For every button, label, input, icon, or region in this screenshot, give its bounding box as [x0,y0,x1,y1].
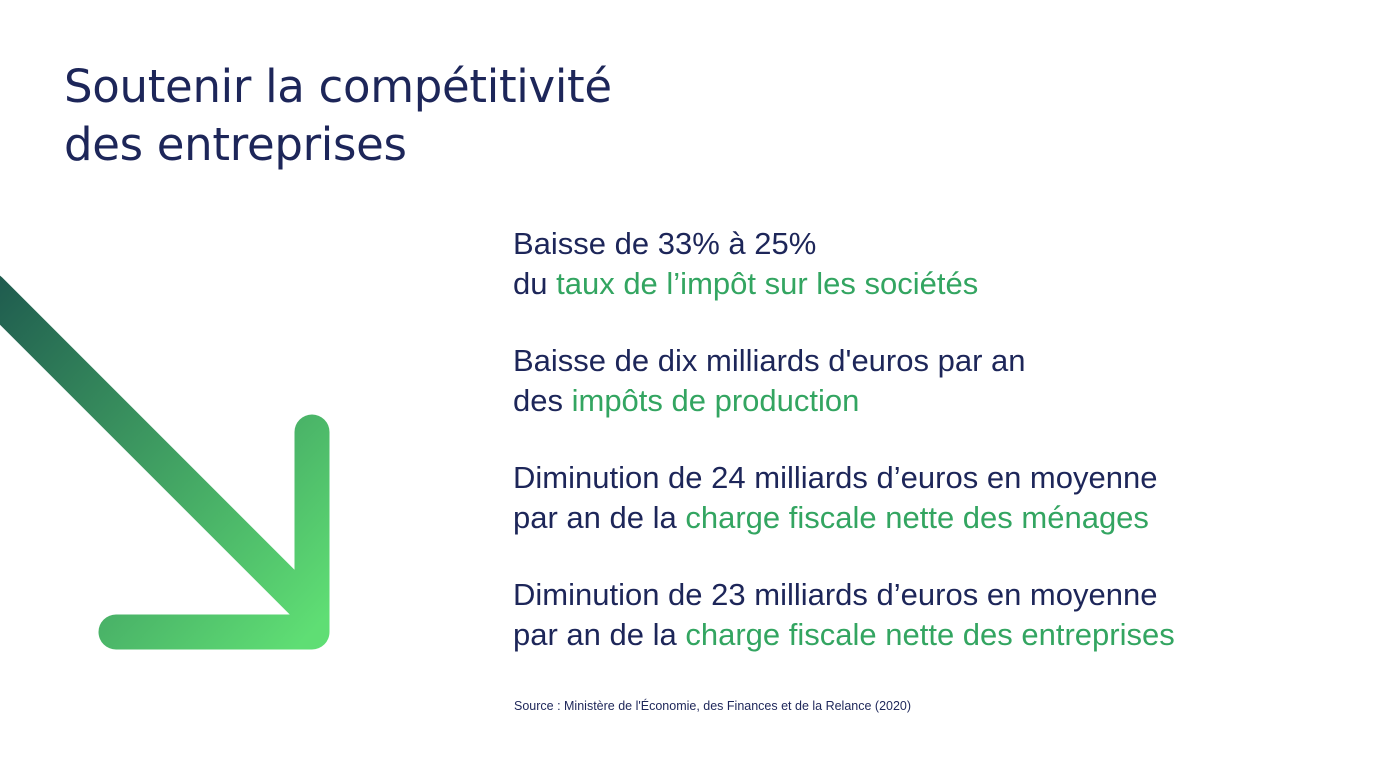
fact-highlight: taux de l’impôt sur les sociétés [556,266,979,301]
fact-prefix: des [513,383,572,418]
facts-list: Baisse de 33% à 25% du taux de l’impôt s… [513,224,1353,692]
fact-line: du taux de l’impôt sur les sociétés [513,264,1353,304]
fact-highlight: impôts de production [571,383,860,418]
fact-item: Diminution de 23 milliards d’euros en mo… [513,575,1353,655]
fact-item: Diminution de 24 milliards d’euros en mo… [513,458,1353,538]
fact-item: Baisse de 33% à 25% du taux de l’impôt s… [513,224,1353,304]
page-title: Soutenir la compétitivité des entreprise… [64,58,612,174]
fact-line: Baisse de dix milliards d'euros par an [513,343,1026,378]
fact-prefix: du [513,266,557,301]
arrow-down-right-icon [0,275,330,650]
fact-prefix: par an de la [513,617,686,652]
fact-highlight: charge fiscale nette des entreprises [685,617,1175,652]
fact-line: des impôts de production [513,381,1353,421]
fact-line: Diminution de 24 milliards d’euros en mo… [513,460,1158,495]
fact-item: Baisse de dix milliards d'euros par an d… [513,341,1353,421]
fact-line: Diminution de 23 milliards d’euros en mo… [513,577,1158,612]
page-title-line-1: Soutenir la compétitivité [64,60,612,113]
fact-line: par an de la charge fiscale nette des en… [513,615,1353,655]
source-note: Source : Ministère de l'Économie, des Fi… [514,699,912,713]
fact-line: Baisse de 33% à 25% [513,226,817,261]
fact-line: par an de la charge fiscale nette des mé… [513,498,1353,538]
fact-prefix: par an de la [513,500,686,535]
page-title-line-2: des entreprises [64,118,407,171]
fact-highlight: charge fiscale nette des ménages [685,500,1149,535]
